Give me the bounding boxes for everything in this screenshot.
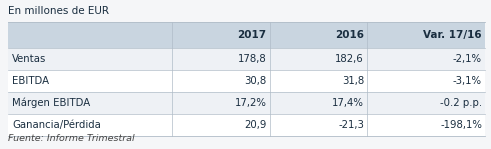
Text: Márgen EBITDA: Márgen EBITDA — [12, 98, 90, 108]
Text: -198,1%: -198,1% — [440, 120, 482, 130]
Text: -2,1%: -2,1% — [453, 54, 482, 64]
Bar — [8, 48, 485, 70]
Text: -0.2 p.p.: -0.2 p.p. — [440, 98, 482, 108]
Text: 17,4%: 17,4% — [332, 98, 364, 108]
Text: 2016: 2016 — [335, 30, 364, 40]
Text: Var. 17/16: Var. 17/16 — [423, 30, 482, 40]
Text: 20,9: 20,9 — [244, 120, 267, 130]
Bar — [8, 114, 485, 136]
Text: EBITDA: EBITDA — [12, 76, 49, 86]
Text: 2017: 2017 — [238, 30, 267, 40]
Text: -3,1%: -3,1% — [453, 76, 482, 86]
Text: 30,8: 30,8 — [245, 76, 267, 86]
Text: 31,8: 31,8 — [342, 76, 364, 86]
Text: 182,6: 182,6 — [335, 54, 364, 64]
Text: Fuente: Informe Trimestral: Fuente: Informe Trimestral — [8, 134, 135, 143]
Text: Ganancia/Pérdida: Ganancia/Pérdida — [12, 120, 101, 130]
Bar — [8, 22, 485, 48]
Text: En millones de EUR: En millones de EUR — [8, 6, 109, 16]
Bar — [8, 92, 485, 114]
Bar — [8, 70, 485, 92]
Text: 17,2%: 17,2% — [235, 98, 267, 108]
Text: Ventas: Ventas — [12, 54, 46, 64]
Text: -21,3: -21,3 — [338, 120, 364, 130]
Text: 178,8: 178,8 — [238, 54, 267, 64]
